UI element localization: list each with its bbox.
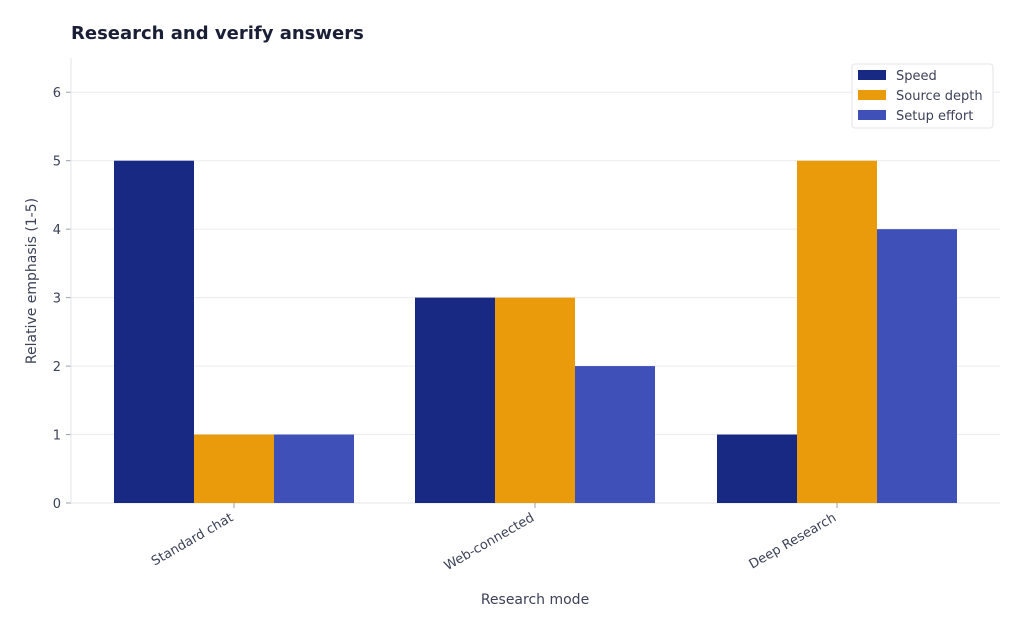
y-axis-label: Relative emphasis (1-5) (24, 198, 40, 364)
y-tick-label: 0 (53, 497, 61, 512)
legend-swatch (858, 110, 886, 120)
x-tick-label: Web-connected (442, 510, 537, 574)
bar-setup-effort (877, 229, 957, 503)
bar-setup-effort (274, 434, 354, 503)
legend-label: Speed (896, 69, 937, 84)
x-axis-label: Research mode (481, 592, 589, 608)
y-tick-label: 5 (53, 155, 61, 170)
bars (114, 160, 957, 503)
x-tick-label: Standard chat (149, 510, 236, 569)
bar-source-depth (797, 160, 877, 503)
y-tick-label: 6 (53, 86, 61, 101)
y-tick-label: 3 (53, 292, 61, 307)
legend-swatch (858, 70, 886, 80)
bar-source-depth (194, 434, 274, 503)
chart-title: Research and verify answers (71, 23, 364, 44)
bar-speed (114, 160, 194, 503)
legend-label: Setup effort (896, 109, 973, 124)
legend-label: Source depth (896, 89, 983, 104)
bar-source-depth (495, 297, 575, 503)
x-tick-label: Deep Research (747, 510, 839, 572)
y-tick-label: 4 (53, 223, 61, 238)
legend-box (851, 63, 994, 129)
bar-setup-effort (575, 366, 655, 503)
y-tick-label: 1 (53, 429, 61, 444)
legend-swatch (858, 90, 886, 100)
bar-speed (717, 434, 797, 503)
bar-speed (415, 297, 495, 503)
y-tick-label: 2 (53, 360, 61, 375)
legend: Speed Source depth Setup effort (851, 63, 994, 129)
